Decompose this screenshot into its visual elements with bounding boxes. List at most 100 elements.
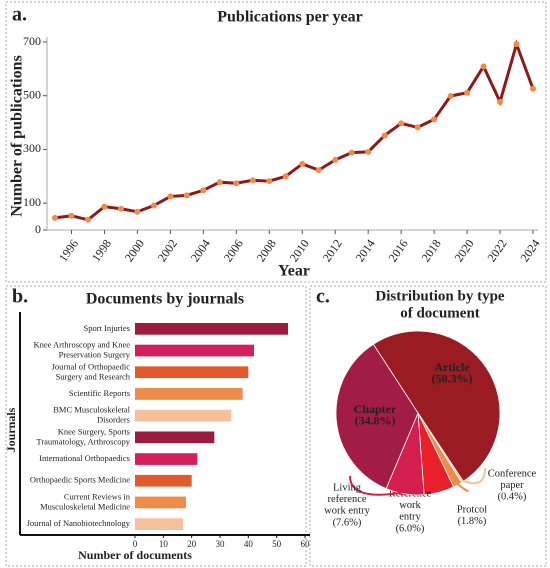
y-tick-label: Knee Arthroscopy and Knee Preservation Su… <box>33 340 130 360</box>
y-tick-label: International Orthopaedics <box>39 453 130 463</box>
panel-a-frame <box>5 1 547 283</box>
leader-line <box>349 475 406 496</box>
panel-b-frame <box>5 285 307 567</box>
bar <box>135 453 198 465</box>
data-point <box>530 85 536 92</box>
data-point <box>183 192 190 199</box>
data-point <box>249 177 256 184</box>
data-point <box>52 214 58 221</box>
x-axis-label: Year <box>278 263 310 280</box>
x-tick-label: 2012 <box>320 237 345 265</box>
x-tick-label: 2018 <box>418 237 443 265</box>
x-tick-label: 2014 <box>353 237 378 265</box>
bar <box>135 409 232 422</box>
chart-title: Publications per year <box>217 9 362 26</box>
data-point <box>68 212 75 219</box>
slice-label: Conference paper(0.4%) <box>460 467 537 503</box>
bar <box>135 366 249 379</box>
data-point <box>84 216 91 223</box>
bar <box>135 322 288 335</box>
category-label: Conference paper <box>488 469 537 492</box>
data-point <box>134 208 141 215</box>
x-tick-label: 2020 <box>451 237 476 265</box>
data-point <box>167 193 174 200</box>
y-tick-label: 300 <box>23 141 41 155</box>
x-tick-label: 2024 <box>517 237 542 265</box>
x-tick-label: 60 <box>301 539 311 549</box>
data-point <box>497 98 504 105</box>
bar <box>135 474 192 487</box>
data-point <box>348 149 355 156</box>
x-tick-label: 2002 <box>155 237 180 265</box>
data-point <box>464 89 471 96</box>
y-tick-label: BMC Musculoskeletal Disorders <box>53 405 130 425</box>
y-tick-label: 700 <box>23 34 41 48</box>
data-point <box>282 173 289 180</box>
y-axis-label: Number of publications <box>9 55 26 217</box>
data-point <box>101 203 108 210</box>
y-tick-label: 0 <box>35 222 41 236</box>
y-tick-label: Journal of Nanobiotechnology <box>27 518 131 528</box>
bar <box>135 518 184 531</box>
data-point <box>431 116 438 123</box>
data-point <box>150 202 157 209</box>
x-tick-label: 50 <box>272 539 282 549</box>
data-point <box>414 124 421 131</box>
chart-title: Documents by journals <box>86 291 244 308</box>
category-label: Protcol <box>457 504 487 515</box>
x-tick-label: 1998 <box>89 237 114 265</box>
data-point <box>266 178 273 185</box>
x-tick-label: 2022 <box>484 237 509 265</box>
x-tick-label: 1996 <box>56 237 81 265</box>
pie-slice <box>335 343 419 490</box>
x-tick-label: 2004 <box>188 237 213 265</box>
x-axis-label: Number of documents <box>78 548 192 562</box>
y-tick-label: Journal of Orthopaedic Surgery and Resear… <box>52 361 131 381</box>
data-point <box>447 92 454 99</box>
x-tick-label: 20 <box>187 539 197 549</box>
value-label: (50.3%) <box>432 371 473 385</box>
bar <box>135 388 243 400</box>
value-label: (34.8%) <box>355 413 396 427</box>
data-point <box>480 63 487 70</box>
bar <box>135 496 186 509</box>
bar <box>135 344 254 357</box>
x-tick-label: 30 <box>216 539 226 549</box>
panel-letter: c. <box>316 286 330 308</box>
x-tick-label: 2000 <box>122 237 147 265</box>
y-axis-label: Journals <box>4 407 18 452</box>
x-tick-label: 2016 <box>386 237 411 265</box>
y-tick-label: Scientific Reports <box>69 388 130 398</box>
bar <box>135 431 215 444</box>
value-label: (1.8%) <box>458 516 487 527</box>
y-tick-label: Current Reviews in Musculoskeletal Medici… <box>40 491 131 511</box>
data-line <box>54 39 535 222</box>
leader-line <box>455 482 469 492</box>
data-point <box>117 205 124 212</box>
value-label: (7.6%) <box>333 517 362 528</box>
data-point <box>513 41 520 48</box>
slice-label: Living reference work entry(7.6%) <box>324 475 406 528</box>
x-tick-label: 2010 <box>287 237 312 265</box>
y-tick-label: Orthopaedic Sports Medicine <box>30 475 130 485</box>
category-label: Living reference work entry <box>324 483 371 517</box>
value-label: (6.0%) <box>396 523 425 534</box>
y-tick-label: Sport Injuries <box>83 323 130 333</box>
category-label: Chapter <box>354 402 397 416</box>
chart-title: Distribution by type of document <box>375 289 505 322</box>
category-label: Article <box>434 360 470 374</box>
y-tick-label: 500 <box>23 87 41 101</box>
data-point <box>315 167 322 174</box>
data-point <box>381 132 388 139</box>
data-point <box>200 187 207 194</box>
slice-label: Protcol(1.8%) <box>455 482 487 527</box>
y-tick-label: Knee Surgery, Sports Traumatology, Arthro… <box>36 426 130 446</box>
x-tick-label: 2008 <box>254 237 279 265</box>
data-point <box>216 179 223 186</box>
data-point <box>233 180 240 187</box>
x-tick-label: 2006 <box>221 237 246 265</box>
slice-label: Article(50.3%) <box>432 360 473 386</box>
data-point <box>398 120 405 127</box>
leader-line <box>460 467 486 485</box>
